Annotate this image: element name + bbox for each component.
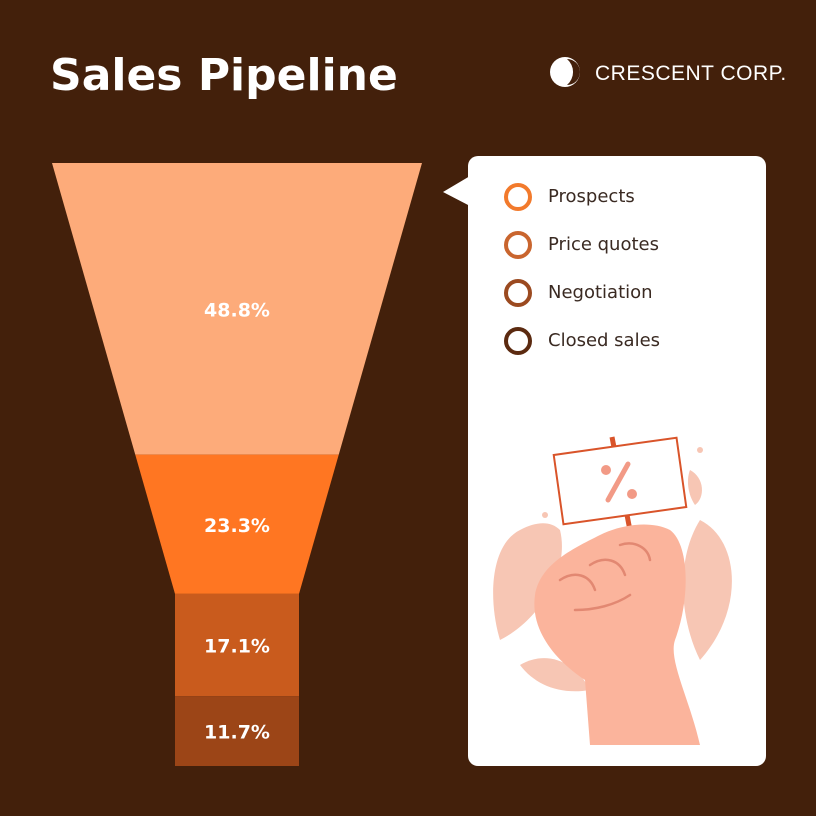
legend-label: Closed sales (548, 330, 660, 351)
percent-slash (605, 461, 631, 503)
hand (534, 524, 700, 745)
legend: Prospects Price quotes Negotiation Closed s… (504, 183, 660, 355)
legend-marker (504, 279, 532, 307)
card-pointer (443, 176, 470, 206)
leaf (520, 658, 590, 692)
dot (542, 512, 548, 518)
logo-crescent (567, 59, 580, 85)
funnel-segment (52, 163, 422, 455)
brand-name: CRESCENT CORP. (595, 62, 787, 85)
funnel-segment (135, 454, 339, 594)
leaf (493, 523, 562, 640)
data-label: 17.1% (204, 635, 270, 657)
legend-marker (504, 183, 532, 211)
legend-label: Price quotes (548, 234, 659, 255)
legend-label: Negotiation (548, 282, 653, 303)
data-label: 48.8% (204, 299, 270, 321)
dot (697, 447, 703, 453)
percent-dot (601, 465, 611, 475)
leaf (687, 470, 702, 505)
data-label: 23.3% (204, 515, 270, 537)
funnel-segment (175, 593, 299, 697)
funnel-segment (175, 696, 299, 766)
legend-marker (504, 327, 532, 355)
chart-title: Sales Pipeline (50, 50, 398, 101)
finger-lines (558, 542, 652, 612)
leaf (683, 520, 732, 660)
percent-dot (627, 489, 637, 499)
legend-marker (504, 231, 532, 259)
legend-label: Prospects (548, 186, 635, 207)
brand-logo (550, 57, 580, 87)
data-label: 11.7% (204, 722, 270, 744)
funnel: 48.8% 23.3% 17.1% 11.7% (52, 163, 422, 766)
illustration (493, 436, 732, 745)
